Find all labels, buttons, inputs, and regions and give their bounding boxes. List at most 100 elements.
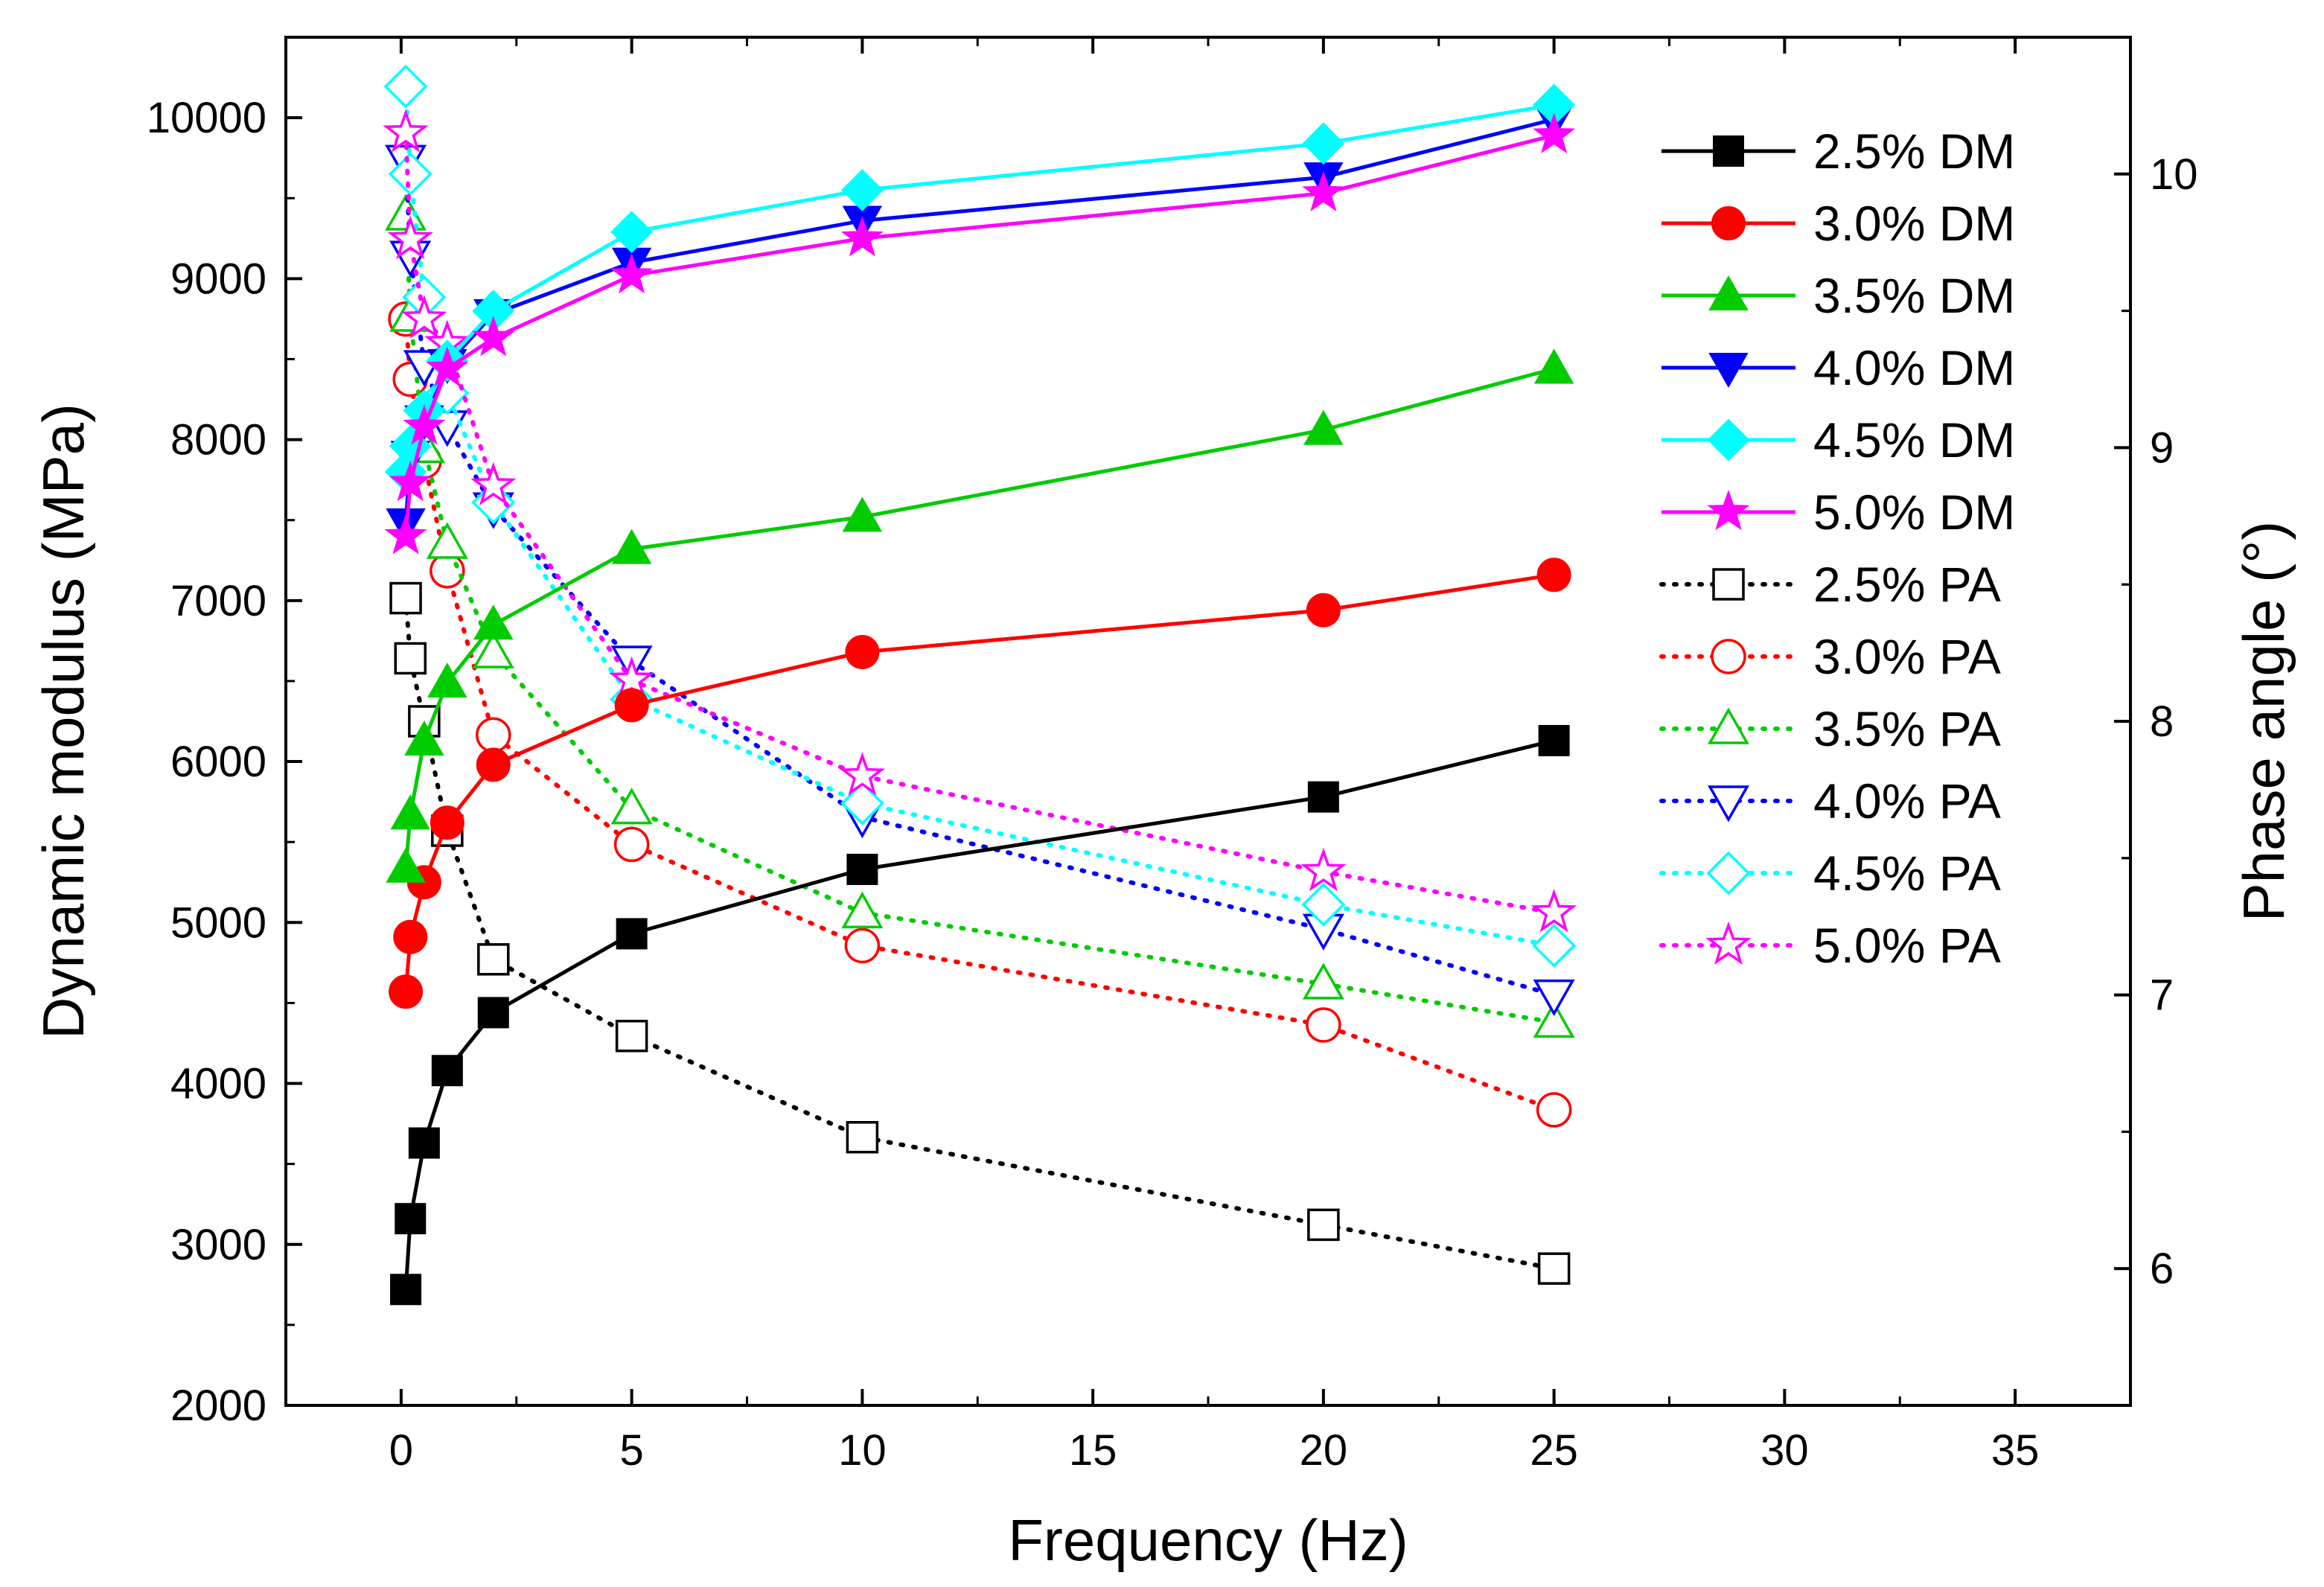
series-line — [403, 366, 1555, 869]
series-2-5-pa — [389, 581, 1571, 1285]
legend-item: 4.5% PA — [1659, 846, 2001, 901]
series-4-0-pa — [385, 144, 1575, 1017]
series-line — [403, 738, 1555, 1290]
data-point — [840, 216, 884, 257]
data-point — [393, 919, 428, 954]
data-point — [386, 847, 426, 883]
legend-marker — [1713, 135, 1744, 167]
data-point — [1302, 122, 1345, 165]
data-point — [389, 581, 422, 615]
y-axis-right: 6 7 8 9 10 — [2114, 150, 2198, 1293]
legend-marker — [1707, 785, 1750, 823]
series-line — [403, 316, 1557, 1112]
data-point — [472, 631, 514, 668]
data-point — [395, 1203, 427, 1235]
series-line — [403, 212, 1557, 1025]
series-5-0-pa — [383, 109, 1577, 933]
series-3-0-pa — [388, 301, 1572, 1128]
x-tick-label: 0 — [389, 1426, 413, 1475]
y2-tick-label: 6 — [2150, 1245, 2174, 1293]
legend-marker — [1708, 353, 1749, 389]
data-point — [426, 522, 468, 559]
series-line — [403, 130, 1557, 916]
data-point — [842, 496, 883, 532]
data-point — [615, 1019, 648, 1053]
data-point — [1530, 889, 1577, 933]
series-line — [403, 133, 1555, 537]
data-point — [394, 642, 427, 675]
legend: 2.5% DM 3.0% DM 3.5% DM 4.0% DM 4.5% DM 5.0% … — [1659, 124, 2015, 973]
data-point — [430, 553, 465, 589]
x-tick-label: 20 — [1300, 1426, 1348, 1475]
data-point — [610, 211, 654, 254]
data-point — [840, 169, 884, 211]
data-point — [1533, 979, 1575, 1017]
x-tick-label: 10 — [838, 1426, 887, 1475]
data-point — [1536, 558, 1571, 593]
legend-label: 4.0% PA — [1813, 773, 2001, 828]
legend-item: 5.0% PA — [1659, 918, 2001, 973]
data-point — [840, 781, 884, 826]
y-tick-label: 9000 — [170, 255, 266, 303]
data-point — [389, 974, 424, 1009]
data-point — [610, 788, 653, 825]
y-tick-label: 4000 — [170, 1060, 266, 1108]
legend-label: 4.5% DM — [1813, 412, 2015, 467]
legend-marker — [1708, 275, 1749, 310]
data-point — [846, 853, 878, 885]
data-point — [472, 316, 515, 357]
series-layer — [383, 64, 1577, 1306]
legend-marker — [1706, 851, 1751, 895]
legend-item: 3.5% DM — [1661, 268, 2015, 323]
series-line — [403, 595, 1557, 1271]
y-tick-label: 3000 — [170, 1221, 266, 1269]
legend-item: 3.0% DM — [1661, 196, 2015, 251]
data-point — [1300, 847, 1347, 892]
data-point — [389, 461, 432, 502]
data-point — [388, 152, 432, 197]
data-point — [614, 688, 649, 723]
data-point — [839, 752, 886, 796]
data-point — [401, 295, 447, 339]
data-point — [408, 1127, 440, 1159]
legend-label: 4.0% DM — [1813, 340, 2015, 395]
legend-marker — [1707, 707, 1750, 744]
data-point — [1307, 1208, 1340, 1242]
x-tick-label: 25 — [1530, 1426, 1578, 1475]
data-point — [846, 1121, 879, 1154]
data-point — [383, 64, 428, 109]
data-point — [431, 1055, 463, 1087]
series-2-5-dm — [390, 724, 1570, 1306]
series-4-0-dm — [386, 104, 1574, 544]
legend-item: 4.0% PA — [1659, 773, 2001, 828]
y2-axis-title: Phase angle (°) — [2231, 521, 2296, 922]
y-tick-label: 10000 — [147, 94, 266, 142]
data-point — [383, 109, 429, 153]
data-point — [1306, 1007, 1341, 1043]
legend-marker — [1707, 418, 1750, 462]
data-point — [1533, 1000, 1575, 1038]
data-point — [1537, 1252, 1571, 1285]
data-point — [1532, 923, 1577, 968]
legend-item: 2.5% DM — [1661, 124, 2015, 179]
y-axis-left: 2000 3000 4000 5000 6000 7000 8000 9000 10000 — [147, 94, 302, 1430]
legend-marker — [1711, 639, 1746, 674]
legend-label: 4.5% PA — [1813, 846, 2001, 901]
data-point — [390, 1274, 422, 1306]
x-tick-label: 15 — [1069, 1426, 1117, 1475]
data-point — [616, 918, 648, 950]
x-axis: 0 5 10 15 20 25 30 35 — [389, 37, 2040, 1475]
x-tick-label: 35 — [1991, 1426, 2040, 1475]
legend-marker — [1705, 921, 1752, 965]
x-tick-label: 5 — [619, 1426, 643, 1475]
data-point — [477, 997, 509, 1029]
data-point — [1536, 1092, 1572, 1128]
data-point — [613, 826, 650, 863]
data-point — [427, 662, 467, 698]
series-3-0-dm — [389, 558, 1571, 1009]
series-line — [403, 84, 1557, 948]
data-point — [384, 514, 427, 555]
y-tick-label: 7000 — [170, 577, 266, 625]
data-point — [473, 604, 514, 640]
x-axis-title: Frequency (Hz) — [1008, 1507, 1408, 1573]
